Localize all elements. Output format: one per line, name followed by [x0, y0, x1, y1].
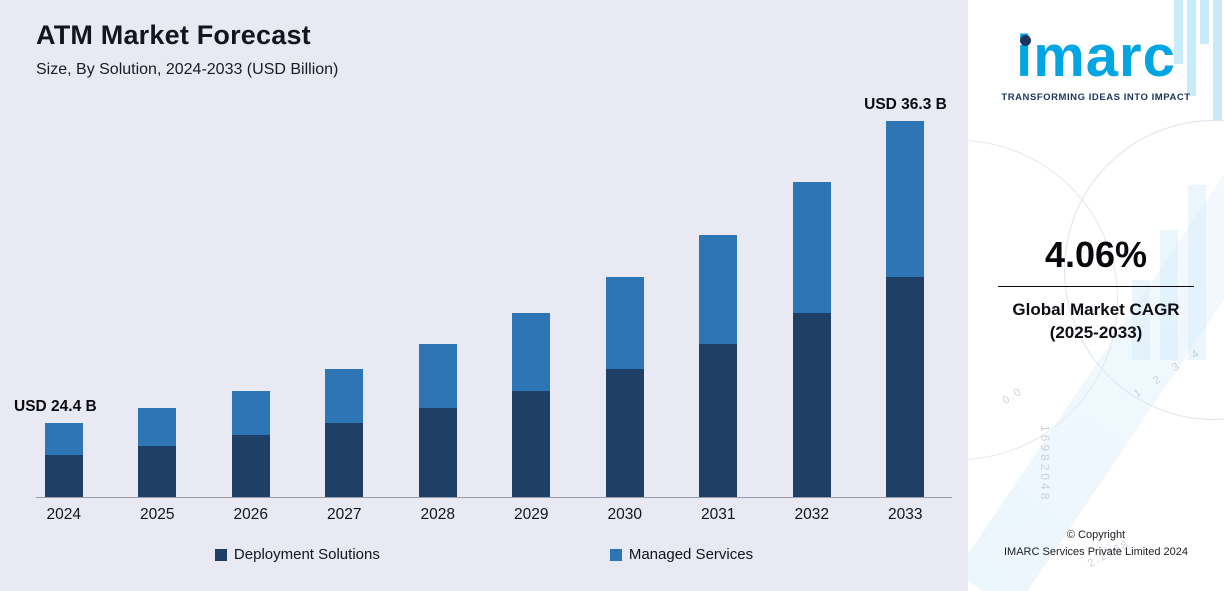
stacked-bar-2031 [699, 235, 738, 497]
bar-column-2024 [17, 95, 111, 497]
deployment-solutions-segment [699, 344, 738, 497]
x-axis-label-2030: 2030 [607, 506, 642, 523]
cagr-label-line1: Global Market CAGR [1012, 300, 1180, 319]
managed-services-segment [44, 423, 83, 455]
bar-column-2031 [672, 95, 766, 497]
decorative-bar-chart-icon [1132, 185, 1206, 360]
brand-panel-content: imarc TRANSFORMING IDEAS INTO IMPACT 4.0… [968, 0, 1224, 591]
copyright-line1: © Copyright [1066, 528, 1126, 541]
copyright-line2: IMARC Services Private Limited 2024 [1003, 545, 1188, 558]
cagr-block: 4.06% Global Market CAGR (2025-2033) [968, 234, 1224, 345]
bar-column-2028 [391, 95, 485, 497]
managed-services-segment [418, 344, 457, 408]
imarc-logo-dot-icon [1020, 35, 1032, 46]
cagr-label-line2: (2025-2033) [1049, 322, 1143, 342]
plot-area [17, 95, 952, 497]
managed-services-segment [792, 182, 831, 313]
deployment-solutions-segment [138, 446, 177, 497]
bar-column-2026 [204, 95, 298, 497]
chart-panel: ATM Market Forecast Size, By Solution, 2… [0, 0, 968, 591]
stacked-bar-2032 [792, 182, 831, 497]
x-axis-label-2033: 2033 [888, 506, 923, 523]
x-axis-label-2032: 2032 [794, 506, 829, 523]
brand-panel: 16982048 2.2768 0.0 1 2 3 4 imarc TRANSF… [968, 0, 1224, 591]
deployment-solutions-segment [231, 435, 270, 497]
x-axis-label-2031: 2031 [701, 506, 736, 523]
managed-services-segment [605, 277, 644, 369]
x-axis-label-2027: 2027 [327, 506, 362, 523]
legend-item-managed-services: Managed Services [609, 546, 754, 563]
value-label-2033: USD 36.3 B [864, 96, 947, 113]
cagr-value: 4.06% [1044, 234, 1148, 275]
managed-services-segment [699, 235, 738, 344]
stacked-bar-2029 [512, 313, 551, 497]
x-axis-label-2025: 2025 [140, 506, 175, 523]
x-axis-label-2024: 2024 [46, 506, 81, 523]
managed-services-segment [886, 121, 925, 277]
legend-swatch-deployment-icon [214, 548, 227, 561]
copyright: © Copyright IMARC Services Private Limit… [968, 527, 1224, 561]
x-axis-label-2028: 2028 [420, 506, 455, 523]
bar-column-2027 [298, 95, 392, 497]
managed-services-segment [138, 408, 177, 446]
chart-title: ATM Market Forecast [36, 20, 311, 50]
bar-column-2033 [859, 95, 953, 497]
bar-column-2025 [111, 95, 205, 497]
watermark-number: 16982048 [1038, 425, 1052, 503]
deployment-solutions-segment [418, 408, 457, 497]
legend-swatch-managed-icon [609, 548, 622, 561]
legend-label-managed: Managed Services [628, 546, 754, 563]
deployment-solutions-segment [325, 423, 364, 497]
stacked-bar-2025 [138, 408, 177, 497]
stacked-bar-2027 [325, 369, 364, 497]
deployment-solutions-segment [792, 313, 831, 497]
managed-services-segment [231, 391, 270, 435]
x-axis-label-2029: 2029 [514, 506, 549, 523]
legend-label-deployment: Deployment Solutions [233, 546, 380, 563]
stacked-bar-2024 [44, 423, 83, 497]
bar-column-2029 [485, 95, 579, 497]
legend-item-deployment-solutions: Deployment Solutions [214, 546, 380, 563]
bar-column-2030 [578, 95, 672, 497]
stacked-bar-2030 [605, 277, 644, 497]
bar-column-2032 [765, 95, 859, 497]
stacked-bar-2026 [231, 391, 270, 497]
deployment-solutions-segment [886, 277, 925, 497]
x-axis-label-2026: 2026 [233, 506, 268, 523]
x-axis-line [36, 497, 952, 498]
legend: Deployment Solutions Managed Services [0, 546, 968, 563]
x-axis-labels: 2024 2025 2026 2027 2028 2029 2030 2031 2032 2033 [17, 506, 952, 524]
cagr-divider [998, 286, 1194, 287]
imarc-logo-text: imarc [1016, 28, 1176, 86]
imarc-tagline: TRANSFORMING IDEAS INTO IMPACT [1001, 92, 1191, 103]
deployment-solutions-segment [44, 455, 83, 497]
chart-subtitle: Size, By Solution, 2024-2033 (USD Billio… [36, 61, 339, 78]
decorative-bar-chart-icon [1174, 0, 1222, 120]
imarc-logo-word: imarc [1016, 24, 1176, 89]
deployment-solutions-segment [605, 369, 644, 497]
managed-services-segment [325, 369, 364, 423]
stacked-bar-2028 [418, 344, 457, 497]
managed-services-segment [512, 313, 551, 391]
imarc-logo: imarc TRANSFORMING IDEAS INTO IMPACT [968, 28, 1224, 104]
deployment-solutions-segment [512, 391, 551, 497]
value-label-2024: USD 24.4 B [14, 398, 97, 415]
stacked-bar-2033 [886, 121, 925, 497]
